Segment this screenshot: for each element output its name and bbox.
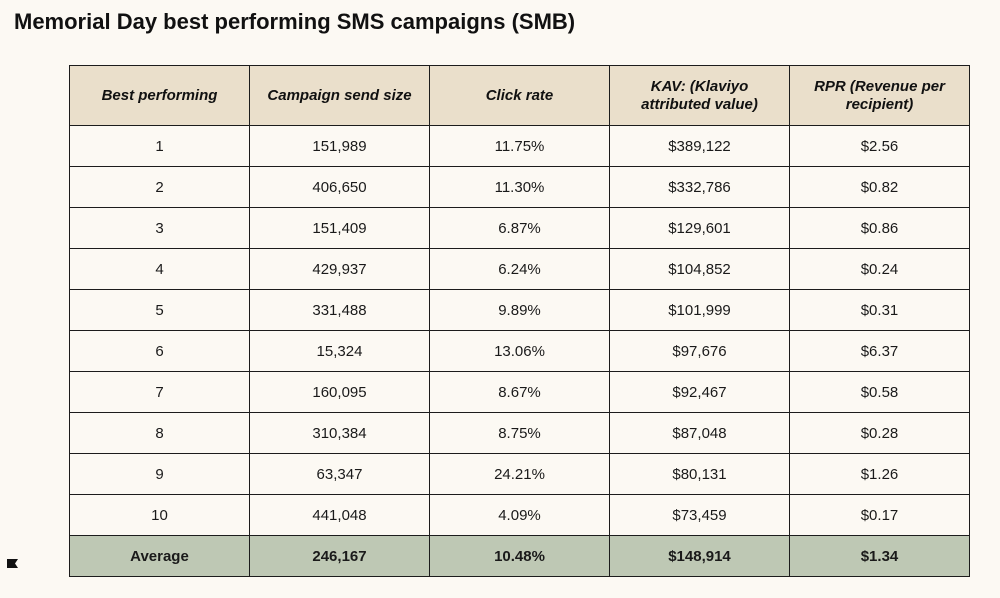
rpr-cell: $0.24 [789, 248, 970, 290]
kav-cell: $92,467 [609, 371, 790, 413]
click-rate-cell: 11.75% [429, 125, 610, 167]
rpr-cell: $1.26 [789, 453, 970, 495]
click-rate-cell: 4.09% [429, 494, 610, 536]
kav-cell: $97,676 [609, 330, 790, 372]
page-title: Memorial Day best performing SMS campaig… [14, 9, 576, 34]
average-send-size: 246,167 [249, 535, 430, 577]
send-size-cell: 310,384 [249, 412, 430, 454]
rank-cell: 3 [69, 207, 250, 249]
kav-cell: $129,601 [609, 207, 790, 249]
flag-icon [7, 559, 18, 568]
rank-cell: 1 [69, 125, 250, 167]
send-size-cell: 429,937 [249, 248, 430, 290]
send-size-cell: 441,048 [249, 494, 430, 536]
rpr-cell: $2.56 [789, 125, 970, 167]
header-row: Best performing Campaign send size Click… [69, 65, 970, 126]
rank-cell: 9 [69, 453, 250, 495]
average-click-rate: 10.48% [429, 535, 610, 577]
rpr-cell: $0.17 [789, 494, 970, 536]
click-rate-cell: 8.75% [429, 412, 610, 454]
header-campaign-send-size: Campaign send size [249, 65, 430, 126]
average-label: Average [69, 535, 250, 577]
send-size-cell: 15,324 [249, 330, 430, 372]
send-size-cell: 406,650 [249, 166, 430, 208]
kav-cell: $73,459 [609, 494, 790, 536]
send-size-cell: 331,488 [249, 289, 430, 331]
kav-cell: $332,786 [609, 166, 790, 208]
click-rate-cell: 6.87% [429, 207, 610, 249]
click-rate-cell: 9.89% [429, 289, 610, 331]
table-row: 2 406,650 11.30% $332,786 $0.82 [69, 166, 970, 208]
rank-cell: 4 [69, 248, 250, 290]
rank-cell: 6 [69, 330, 250, 372]
rank-cell: 8 [69, 412, 250, 454]
table-row: 9 63,347 24.21% $80,131 $1.26 [69, 453, 970, 495]
rpr-cell: $0.28 [789, 412, 970, 454]
rpr-cell: $0.82 [789, 166, 970, 208]
click-rate-cell: 24.21% [429, 453, 610, 495]
send-size-cell: 151,409 [249, 207, 430, 249]
header-rpr: RPR (Revenue per recipient) [789, 65, 970, 126]
table-row: 1 151,989 11.75% $389,122 $2.56 [69, 125, 970, 167]
send-size-cell: 160,095 [249, 371, 430, 413]
header-kav: KAV: (Klaviyo attributed value) [609, 65, 790, 126]
send-size-cell: 63,347 [249, 453, 430, 495]
kav-cell: $87,048 [609, 412, 790, 454]
rank-cell: 5 [69, 289, 250, 331]
table-row: 6 15,324 13.06% $97,676 $6.37 [69, 330, 970, 372]
header-best-performing: Best performing [69, 65, 250, 126]
rpr-cell: $0.31 [789, 289, 970, 331]
kav-cell: $104,852 [609, 248, 790, 290]
click-rate-cell: 11.30% [429, 166, 610, 208]
campaign-table: Best performing Campaign send size Click… [69, 65, 970, 577]
kav-cell: $389,122 [609, 125, 790, 167]
table-row: 10 441,048 4.09% $73,459 $0.17 [69, 494, 970, 536]
table-row: 3 151,409 6.87% $129,601 $0.86 [69, 207, 970, 249]
click-rate-cell: 8.67% [429, 371, 610, 413]
rank-cell: 10 [69, 494, 250, 536]
kav-cell: $80,131 [609, 453, 790, 495]
rpr-cell: $0.58 [789, 371, 970, 413]
table-row: 8 310,384 8.75% $87,048 $0.28 [69, 412, 970, 454]
click-rate-cell: 13.06% [429, 330, 610, 372]
average-rpr: $1.34 [789, 535, 970, 577]
header-click-rate: Click rate [429, 65, 610, 126]
rank-cell: 2 [69, 166, 250, 208]
rpr-cell: $0.86 [789, 207, 970, 249]
rank-cell: 7 [69, 371, 250, 413]
average-row: Average 246,167 10.48% $148,914 $1.34 [69, 535, 970, 577]
click-rate-cell: 6.24% [429, 248, 610, 290]
average-kav: $148,914 [609, 535, 790, 577]
kav-cell: $101,999 [609, 289, 790, 331]
table-row: 7 160,095 8.67% $92,467 $0.58 [69, 371, 970, 413]
table-row: 5 331,488 9.89% $101,999 $0.31 [69, 289, 970, 331]
send-size-cell: 151,989 [249, 125, 430, 167]
rpr-cell: $6.37 [789, 330, 970, 372]
table-row: 4 429,937 6.24% $104,852 $0.24 [69, 248, 970, 290]
